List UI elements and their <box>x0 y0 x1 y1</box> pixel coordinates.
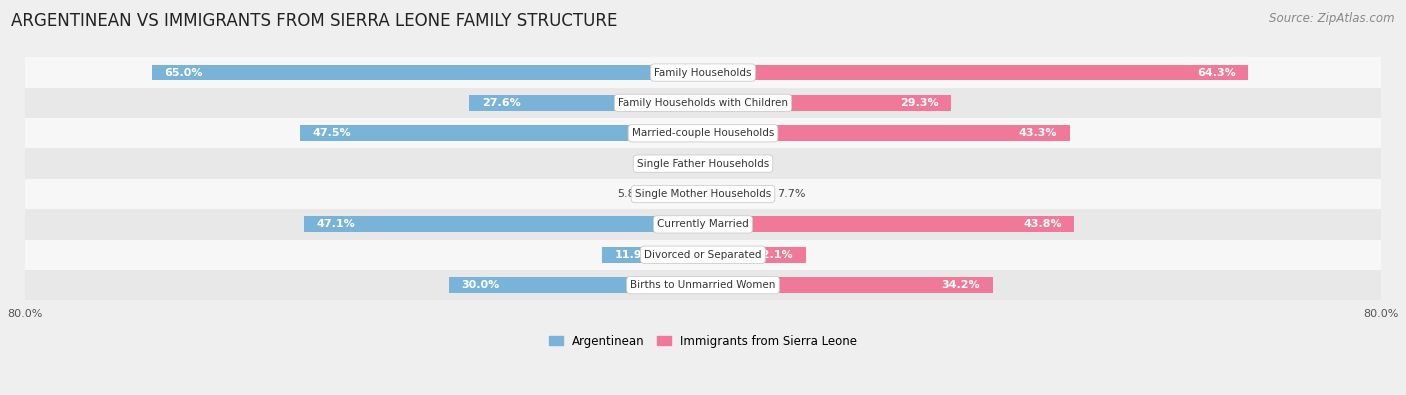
Text: 11.9%: 11.9% <box>614 250 654 260</box>
Legend: Argentinean, Immigrants from Sierra Leone: Argentinean, Immigrants from Sierra Leon… <box>544 330 862 352</box>
Bar <box>703 65 1249 81</box>
Bar <box>703 125 1070 141</box>
Text: 64.3%: 64.3% <box>1197 68 1236 77</box>
Bar <box>25 240 1381 270</box>
Bar <box>685 156 703 171</box>
Text: Family Households: Family Households <box>654 68 752 77</box>
Bar <box>470 95 703 111</box>
Bar <box>25 88 1381 118</box>
Bar <box>25 57 1381 88</box>
Bar <box>25 179 1381 209</box>
Text: 47.5%: 47.5% <box>314 128 352 138</box>
Bar <box>703 156 724 171</box>
Text: Currently Married: Currently Married <box>657 219 749 229</box>
Bar <box>654 186 703 202</box>
Bar <box>25 118 1381 149</box>
Text: 43.3%: 43.3% <box>1019 128 1057 138</box>
Text: 2.5%: 2.5% <box>733 159 761 169</box>
Bar <box>25 149 1381 179</box>
Text: 5.8%: 5.8% <box>617 189 645 199</box>
Text: 34.2%: 34.2% <box>942 280 980 290</box>
Bar <box>449 277 703 293</box>
Text: Married-couple Households: Married-couple Households <box>631 128 775 138</box>
Bar <box>703 95 952 111</box>
Text: 2.1%: 2.1% <box>648 159 676 169</box>
Text: 12.1%: 12.1% <box>754 250 793 260</box>
Bar <box>602 247 703 263</box>
Bar <box>703 247 806 263</box>
Text: 43.8%: 43.8% <box>1024 219 1062 229</box>
Bar <box>703 216 1074 232</box>
Bar <box>703 277 993 293</box>
Text: Single Father Households: Single Father Households <box>637 159 769 169</box>
Text: 29.3%: 29.3% <box>900 98 939 108</box>
Text: 27.6%: 27.6% <box>482 98 520 108</box>
Text: 47.1%: 47.1% <box>316 219 356 229</box>
Bar <box>301 125 703 141</box>
Text: 7.7%: 7.7% <box>776 189 806 199</box>
Text: Source: ZipAtlas.com: Source: ZipAtlas.com <box>1270 12 1395 25</box>
Text: ARGENTINEAN VS IMMIGRANTS FROM SIERRA LEONE FAMILY STRUCTURE: ARGENTINEAN VS IMMIGRANTS FROM SIERRA LE… <box>11 12 617 30</box>
Bar <box>304 216 703 232</box>
Text: 65.0%: 65.0% <box>165 68 202 77</box>
Text: Births to Unmarried Women: Births to Unmarried Women <box>630 280 776 290</box>
Text: Family Households with Children: Family Households with Children <box>619 98 787 108</box>
Bar <box>25 209 1381 240</box>
Bar <box>25 270 1381 300</box>
Text: Divorced or Separated: Divorced or Separated <box>644 250 762 260</box>
Text: Single Mother Households: Single Mother Households <box>636 189 770 199</box>
Text: 30.0%: 30.0% <box>461 280 499 290</box>
Bar <box>152 65 703 81</box>
Bar <box>703 186 768 202</box>
